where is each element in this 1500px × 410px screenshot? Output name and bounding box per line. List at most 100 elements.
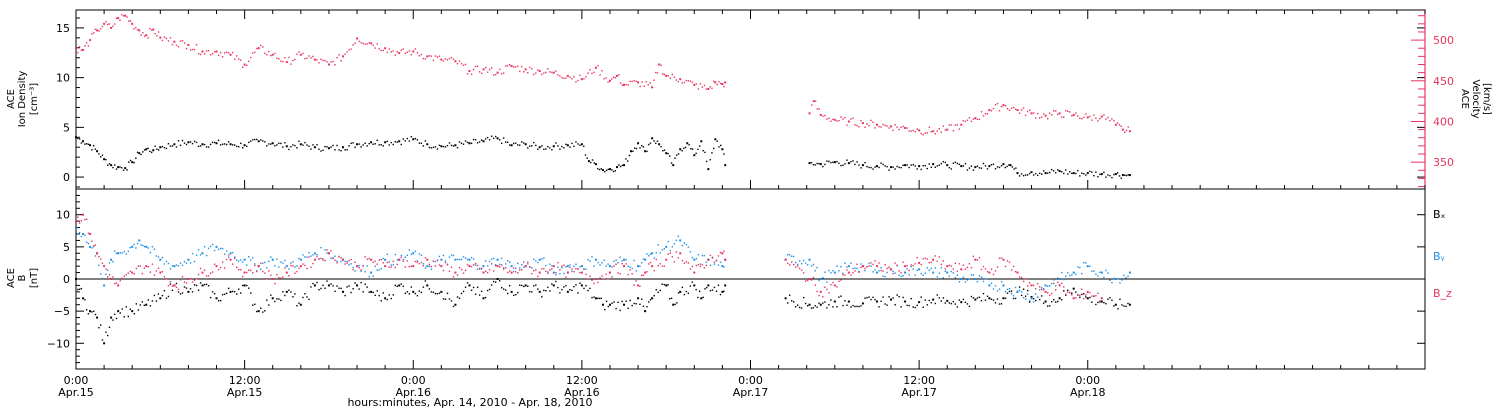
data-sample <box>1014 270 1017 273</box>
data-sample <box>649 253 652 255</box>
data-sample <box>549 269 551 271</box>
data-sample <box>350 291 352 294</box>
data-sample <box>699 265 702 268</box>
data-sample <box>705 261 708 263</box>
data-sample <box>667 253 669 255</box>
data-sample <box>640 274 643 277</box>
data-sample <box>1069 274 1071 277</box>
data-sample <box>1118 124 1121 126</box>
data-sample <box>240 292 242 294</box>
top-right-ylabel-line3: [km/s] <box>1481 83 1492 115</box>
data-sample <box>380 267 382 270</box>
data-sample <box>598 168 601 171</box>
data-sample <box>509 144 511 146</box>
data-sample <box>219 247 222 250</box>
data-sample <box>326 146 328 148</box>
data-sample <box>846 304 848 306</box>
data-point <box>299 265 302 268</box>
data-sample <box>868 166 870 169</box>
data-sample <box>982 292 985 295</box>
data-sample <box>836 306 838 308</box>
data-sample <box>1105 269 1107 272</box>
data-sample <box>326 280 328 282</box>
data-sample <box>151 263 154 265</box>
data-sample <box>420 53 423 56</box>
data-sample <box>830 299 832 301</box>
data-sample <box>906 164 908 166</box>
data-sample <box>858 125 860 128</box>
data-sample <box>629 266 631 269</box>
data-sample <box>91 33 93 35</box>
data-sample <box>242 284 244 287</box>
data-sample <box>920 296 922 298</box>
data-sample <box>290 262 292 264</box>
data-sample <box>697 148 699 151</box>
data-point <box>847 265 850 268</box>
data-sample <box>585 268 587 271</box>
data-sample <box>830 272 832 274</box>
data-sample <box>306 296 308 298</box>
data-sample <box>350 142 352 145</box>
data-sample <box>894 168 896 170</box>
data-sample <box>434 292 437 295</box>
data-point <box>637 297 640 300</box>
data-sample <box>1093 174 1095 177</box>
data-sample <box>149 251 152 254</box>
data-sample <box>621 300 623 303</box>
data-sample <box>165 260 168 263</box>
data-sample <box>541 73 543 76</box>
data-sample <box>414 48 417 50</box>
data-sample <box>282 262 284 264</box>
data-sample <box>140 244 142 246</box>
data-sample <box>1099 173 1101 176</box>
data-sample <box>640 145 643 147</box>
data-sample <box>573 270 575 273</box>
data-sample <box>442 298 445 300</box>
data-point <box>398 284 401 287</box>
data-sample <box>605 300 608 303</box>
data-sample <box>147 37 149 39</box>
data-sample <box>1014 108 1017 111</box>
data-sample <box>1036 296 1039 298</box>
data-sample <box>87 232 90 234</box>
data-point <box>510 265 513 268</box>
data-sample <box>298 257 300 260</box>
data-sample <box>970 165 973 167</box>
data-point <box>679 252 682 255</box>
data-sample <box>950 124 953 126</box>
data-sample <box>288 275 290 277</box>
data-sample <box>396 259 398 261</box>
data-sample <box>444 58 447 60</box>
data-sample <box>105 158 107 161</box>
data-sample <box>94 244 97 246</box>
data-sample <box>460 292 463 295</box>
data-sample <box>575 141 577 143</box>
data-sample <box>1085 262 1087 264</box>
data-point <box>89 233 92 235</box>
data-sample <box>826 288 828 291</box>
data-sample <box>504 267 507 269</box>
data-sample <box>814 284 816 286</box>
data-sample <box>167 262 170 265</box>
data-sample <box>655 71 657 74</box>
data-sample <box>649 142 652 144</box>
data-sample <box>1026 174 1029 176</box>
data-sample <box>205 50 208 52</box>
data-sample <box>702 296 704 299</box>
data-sample <box>992 107 995 110</box>
data-sample <box>816 162 818 165</box>
data-sample <box>193 284 196 286</box>
data-sample <box>661 283 663 285</box>
data-sample <box>498 263 501 266</box>
data-sample <box>531 145 533 147</box>
data-sample <box>450 266 453 268</box>
data-sample <box>852 304 854 307</box>
data-sample <box>894 304 896 306</box>
data-point <box>110 258 113 261</box>
data-sample <box>894 272 896 274</box>
data-point <box>110 278 113 280</box>
data-point <box>257 140 260 143</box>
data-sample <box>914 263 916 265</box>
data-sample <box>221 293 224 296</box>
data-sample <box>262 262 264 264</box>
